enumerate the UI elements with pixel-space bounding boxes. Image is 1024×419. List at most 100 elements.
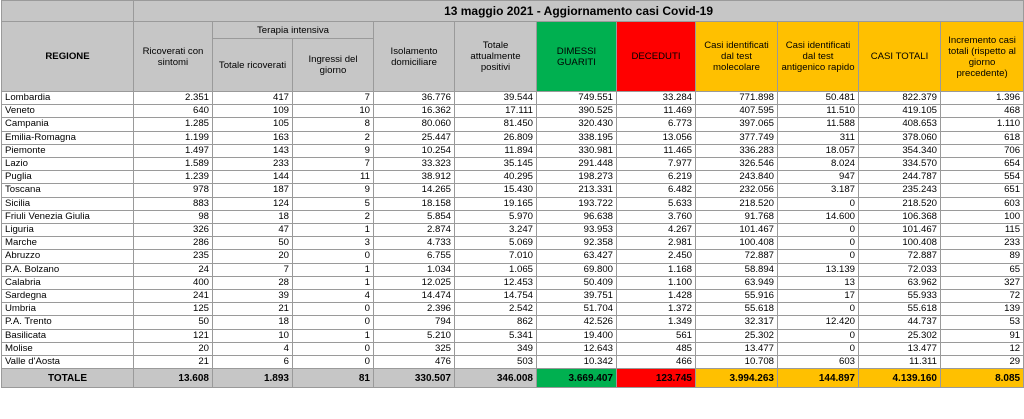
table-cell: 33.284 <box>616 90 696 106</box>
table-cell: 11.894 <box>454 143 537 159</box>
table-cell: 9 <box>292 143 374 159</box>
table-cell: 55.916 <box>695 289 778 304</box>
table-cell: 11.311 <box>858 355 941 370</box>
region-name: P.A. Bolzano <box>1 262 134 277</box>
table-cell: 1.396 <box>939 90 1024 106</box>
table-cell: 0 <box>777 341 859 357</box>
table-row: Molise 20 4 0 325 349 12.643 485 13.477 0 13.477 12 <box>1 341 1024 357</box>
table-cell: 12.420 <box>777 315 859 330</box>
table-cell: 92.358 <box>536 236 617 251</box>
header-deceduti: DECEDUTI <box>616 21 696 92</box>
table-cell: 311 <box>777 130 859 145</box>
table-cell: 5.970 <box>454 209 537 225</box>
table-cell: 12.643 <box>536 341 617 357</box>
header-incremento: Incremento casi totali (rispetto al gior… <box>939 21 1024 92</box>
region-name: Marche <box>1 236 134 251</box>
header-dimessi: DIMESSI GUARITI <box>536 21 617 92</box>
table-cell: 91 <box>939 328 1024 343</box>
table-cell: 218.520 <box>695 196 778 211</box>
table-cell: 326 <box>133 223 213 238</box>
region-name: Calabria <box>1 275 134 291</box>
header-casi-totali: CASI TOTALI <box>858 21 941 92</box>
table-cell: 13.477 <box>858 341 941 357</box>
table-row: Toscana 978 187 9 14.265 15.430 213.331 6.482 23… <box>1 183 1024 198</box>
total-cell: 1.893 <box>212 368 293 389</box>
table-cell: 377.749 <box>695 130 778 145</box>
header-totale-positivi: Totale attualmente positivi <box>454 21 537 92</box>
table-title: 13 maggio 2021 - Aggiornamento casi Covi… <box>132 0 1024 22</box>
region-name: Abruzzo <box>1 249 134 264</box>
region-name: Liguria <box>1 223 134 238</box>
table-cell: 42.526 <box>536 315 617 330</box>
table-cell: 0 <box>292 249 374 264</box>
table-cell: 14.265 <box>373 183 455 198</box>
table-cell: 19.165 <box>454 196 537 211</box>
region-name: P.A. Trento <box>1 315 134 330</box>
table-cell: 125 <box>133 302 213 317</box>
table-cell: 2.981 <box>616 236 696 251</box>
table-cell: 618 <box>939 130 1024 145</box>
table-cell: 100.408 <box>695 236 778 251</box>
table-cell: 603 <box>777 355 859 370</box>
table-cell: 5.210 <box>373 328 455 343</box>
table-cell: 244.787 <box>858 170 941 185</box>
table-cell: 476 <box>373 355 455 370</box>
header-isolamento: Isolamento domiciliare <box>373 21 455 92</box>
region-name: Lazio <box>1 157 134 172</box>
table-cell: 1.034 <box>373 262 455 277</box>
table-cell: 36.776 <box>373 90 455 106</box>
header-regione: REGIONE <box>1 21 134 92</box>
total-cell: 123.745 <box>616 368 696 389</box>
table-cell: 100 <box>939 209 1024 225</box>
table-cell: 81.450 <box>454 117 537 132</box>
table-cell: 1.065 <box>454 262 537 277</box>
table-cell: 326.546 <box>695 157 778 172</box>
table-cell: 24 <box>133 262 213 277</box>
table-cell: 0 <box>292 315 374 330</box>
table-cell: 241 <box>133 289 213 304</box>
region-name: Sicilia <box>1 196 134 211</box>
table-cell: 13.056 <box>616 130 696 145</box>
table-row: Friuli Venezia Giulia 98 18 2 5.854 5.970 96.6… <box>1 209 1024 225</box>
table-cell: 1.372 <box>616 302 696 317</box>
table-cell: 603 <box>939 196 1024 211</box>
table-cell: 55.618 <box>695 302 778 317</box>
table-cell: 408.653 <box>858 117 941 132</box>
table-cell: 13.477 <box>695 341 778 357</box>
header-casi-antigenico: Casi identificati dal test antigenico ra… <box>777 21 859 92</box>
table-cell: 11.469 <box>616 104 696 119</box>
table-cell: 1.428 <box>616 289 696 304</box>
table-cell: 3.760 <box>616 209 696 225</box>
table-cell: 235.243 <box>858 183 941 198</box>
table-cell: 51.704 <box>536 302 617 317</box>
table-cell: 44.737 <box>858 315 941 330</box>
table-row: P.A. Bolzano 24 7 1 1.034 1.065 69.800 1.168 58.… <box>1 262 1024 277</box>
table-row: Marche 286 50 3 4.733 5.069 92.358 2.981 100.408… <box>1 236 1024 251</box>
header-ricoverati: Ricoverati con sintomi <box>133 21 213 92</box>
table-cell: 1.239 <box>133 170 213 185</box>
table-cell: 1.349 <box>616 315 696 330</box>
table-cell: 2.351 <box>133 90 213 106</box>
table-row: Sicilia 883 124 5 18.158 19.165 193.722 5.633 21… <box>1 196 1024 211</box>
table-cell: 1.100 <box>616 275 696 291</box>
table-cell: 105 <box>212 117 293 132</box>
table-row: Emilia-Romagna 1.199 163 2 25.447 26.809 338.1… <box>1 130 1024 145</box>
table-cell: 2.450 <box>616 249 696 264</box>
total-cell: 81 <box>292 368 374 389</box>
table-cell: 327 <box>939 275 1024 291</box>
table-cell: 69.800 <box>536 262 617 277</box>
table-cell: 419.105 <box>858 104 941 119</box>
region-name: Emilia-Romagna <box>1 130 134 145</box>
table-cell: 21 <box>133 355 213 370</box>
table-cell: 55.618 <box>858 302 941 317</box>
table-cell: 58.894 <box>695 262 778 277</box>
table-cell: 109 <box>212 104 293 119</box>
table-cell: 503 <box>454 355 537 370</box>
table-cell: 50.481 <box>777 90 859 106</box>
table-row: Piemonte 1.497 143 9 10.254 11.894 330.981 11.4… <box>1 143 1024 159</box>
table-cell: 654 <box>939 157 1024 172</box>
table-cell: 12 <box>939 341 1024 357</box>
table-cell: 5.854 <box>373 209 455 225</box>
table-row: Campania 1.285 105 8 80.060 81.450 320.430 6.77… <box>1 117 1024 132</box>
total-cell: 4.139.160 <box>858 368 941 389</box>
